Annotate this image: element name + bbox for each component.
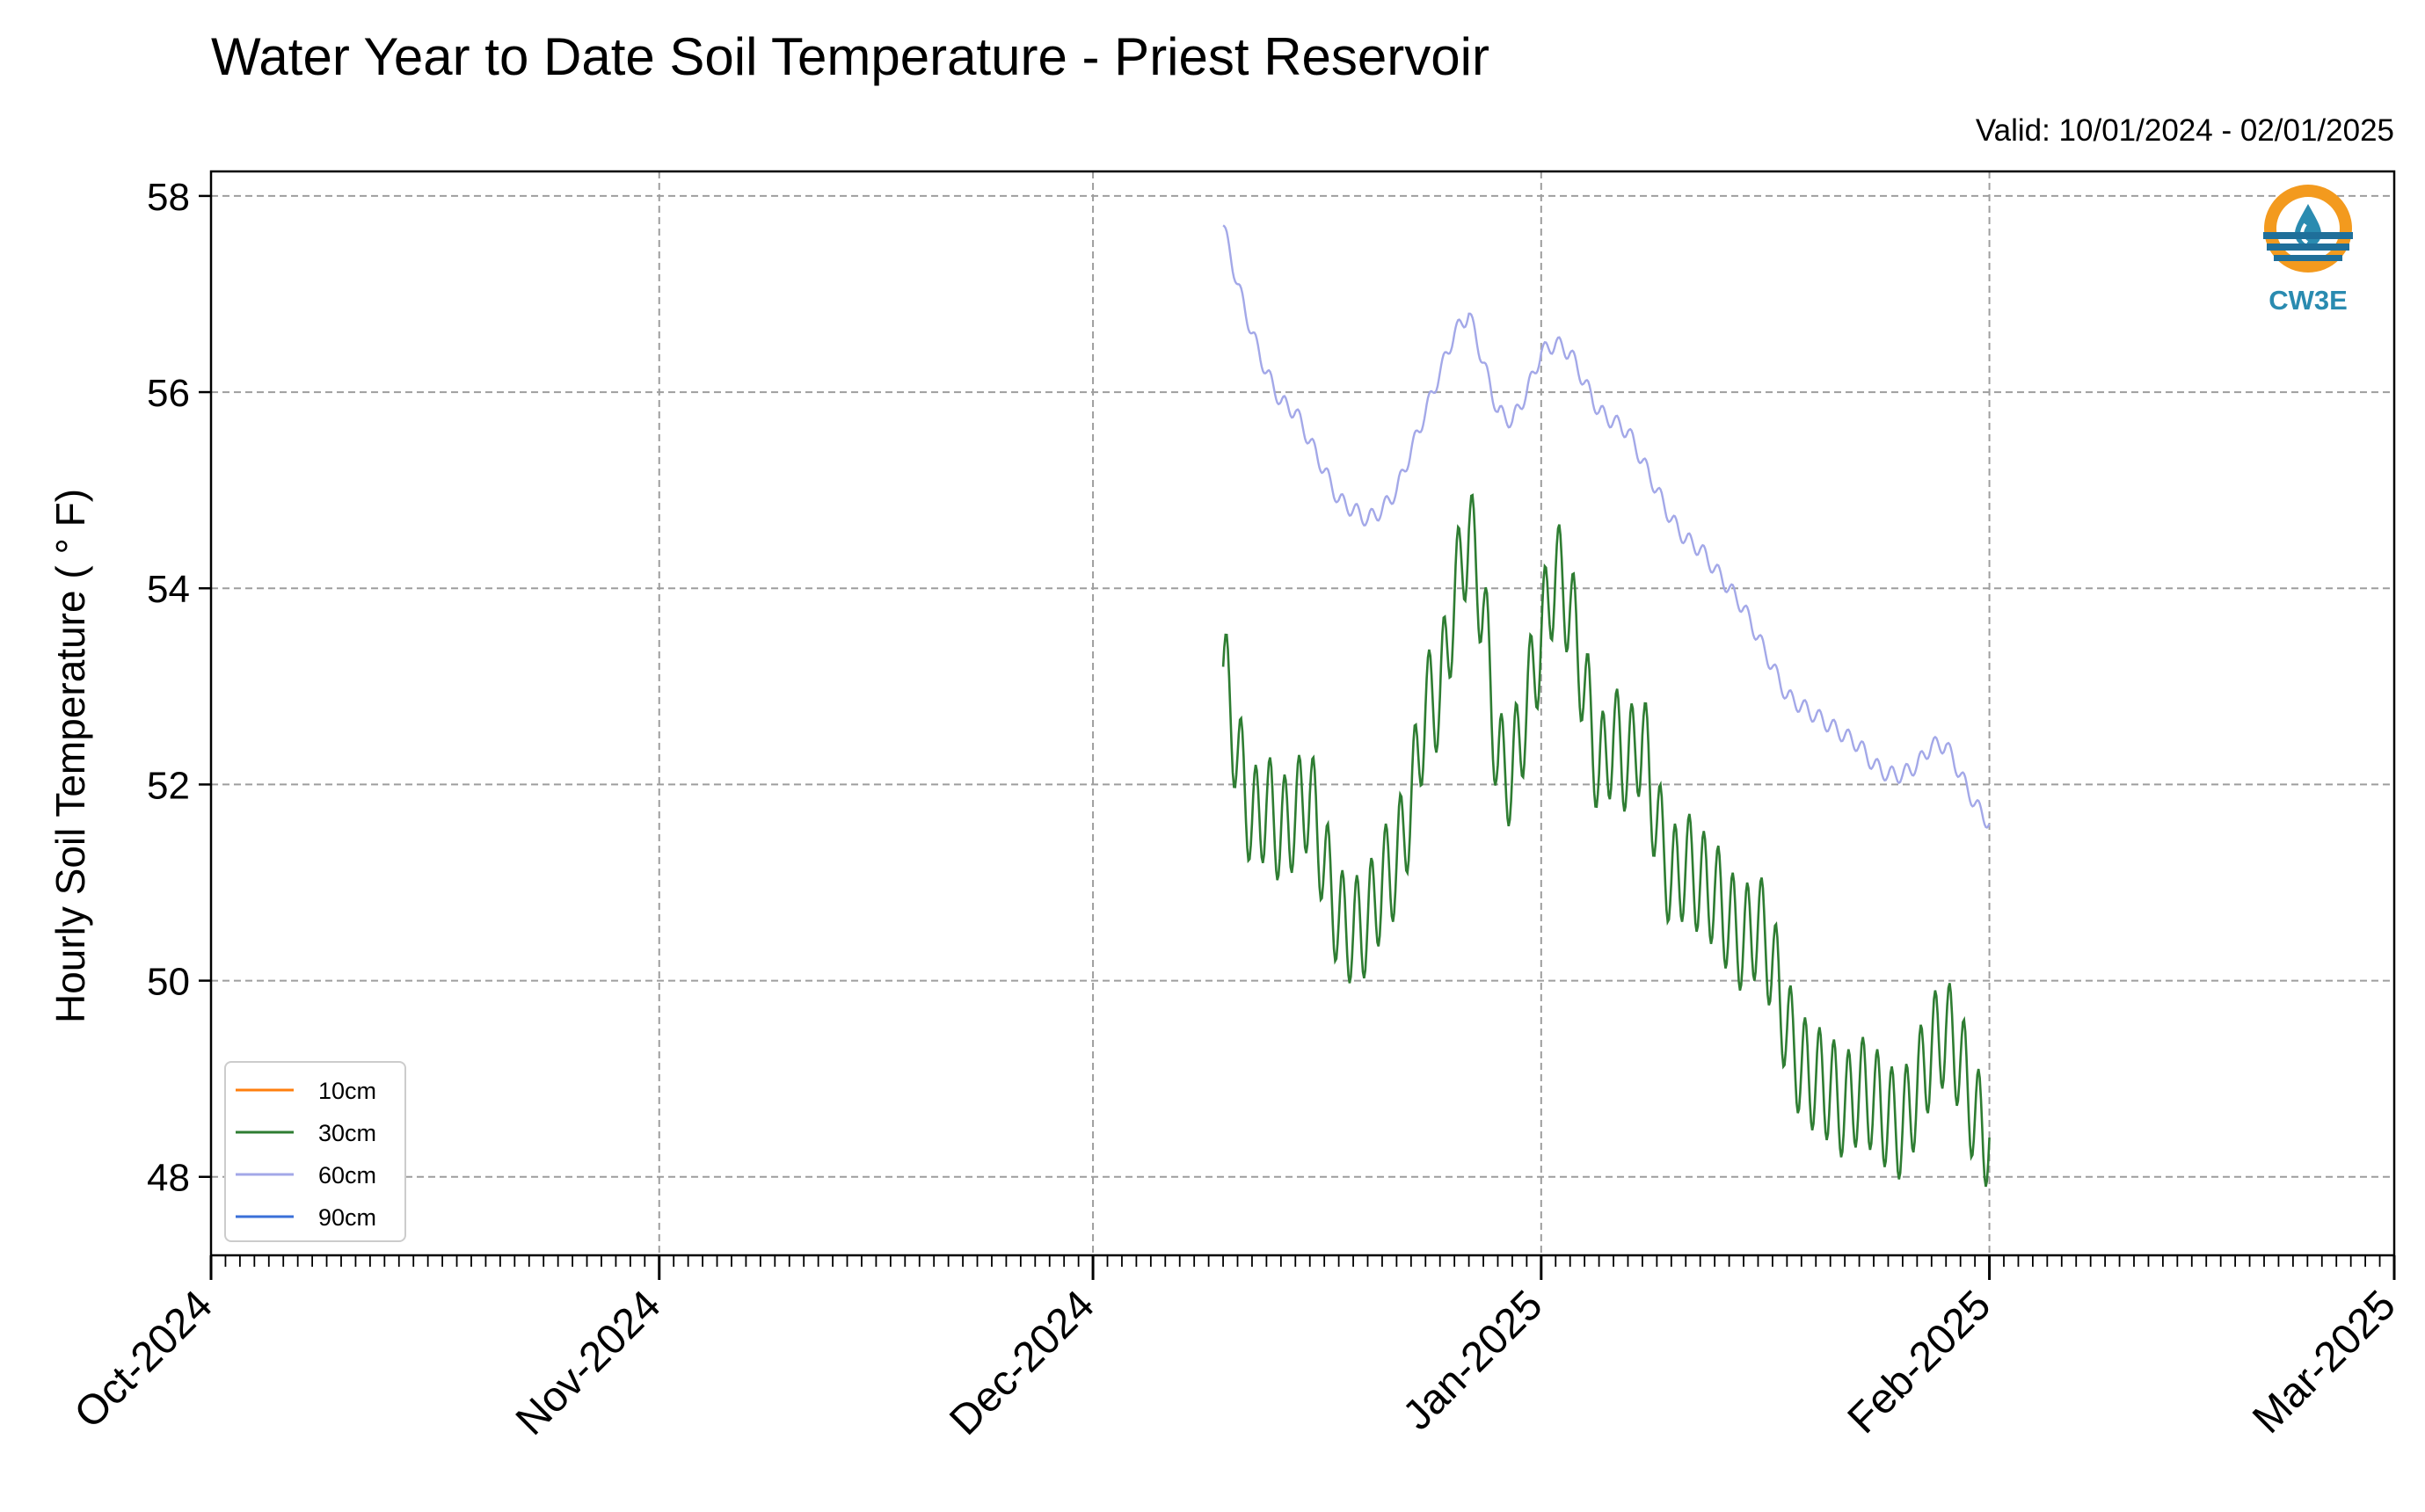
y-tick-label: 50 [147,961,190,1004]
plot-lines [1221,224,1991,1188]
x-tick-label: Oct-2024 [66,1282,222,1437]
y-tick-label: 54 [147,568,190,611]
x-tick-labels: Oct-2024 Nov-2024 Dec-2024 Jan-2025 Feb-2025… [66,1282,2405,1444]
cw3e-water-drop-logo-icon [2263,185,2353,273]
series-line-60cm [1222,224,1991,829]
legend-label-90cm: 90cm [318,1204,376,1231]
legend-box [224,1061,406,1242]
series-line-30cm [1221,493,1991,1188]
legend-label-60cm: 60cm [318,1162,376,1189]
legend-label-10cm: 10cm [318,1078,376,1104]
axis-ticks [199,194,2396,1280]
gridlines [210,171,2395,1255]
x-tick-label: Dec-2024 [941,1282,1103,1444]
logo-text: CW3E [2268,285,2348,316]
x-tick-label: Nov-2024 [507,1282,670,1444]
legend-label-30cm: 30cm [318,1120,376,1146]
plot-frame [209,170,2396,1257]
valid-range: Valid: 10/01/2024 - 02/01/2025 [1976,113,2394,148]
x-tick-label: Feb-2025 [1839,1282,2000,1443]
chart-title: Water Year to Date Soil Temperature - Pr… [211,27,1489,86]
y-tick-label: 52 [147,764,190,807]
y-tick-label: 58 [147,176,190,219]
cw3e-logo: CW3E [2263,185,2353,316]
y-tick-labels: 48 50 52 54 56 58 [147,176,190,1200]
y-tick-label: 48 [147,1157,190,1200]
x-tick-label: Mar-2025 [2244,1282,2405,1443]
legend: 10cm 30cm 60cm 90cm [224,1061,406,1242]
x-tick-label: Jan-2025 [1395,1282,1552,1439]
y-axis-label: Hourly Soil Temperature ( ° F) [47,489,93,1023]
y-tick-label: 56 [147,372,190,415]
